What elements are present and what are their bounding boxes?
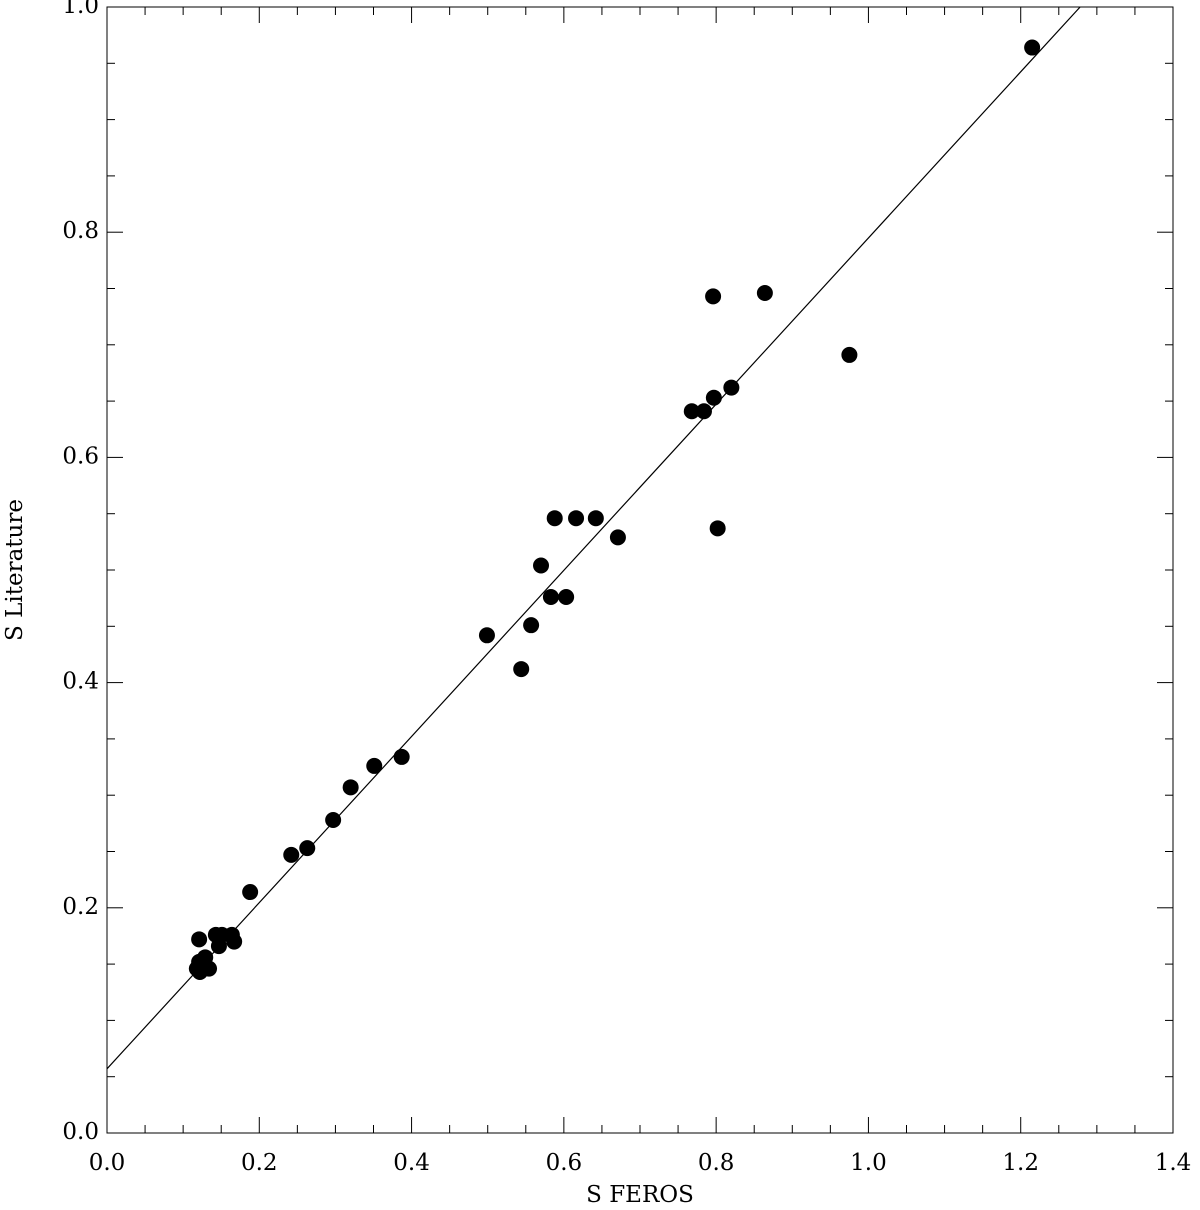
point xyxy=(1024,39,1041,56)
point xyxy=(709,520,726,537)
point xyxy=(568,510,585,527)
point xyxy=(523,617,540,634)
point xyxy=(542,589,559,606)
point xyxy=(226,933,243,950)
point xyxy=(533,557,550,574)
point xyxy=(705,389,722,406)
point xyxy=(325,811,342,828)
point xyxy=(546,510,563,527)
y-tick-label: 1.0 xyxy=(62,0,99,19)
y-tick-label: 0.4 xyxy=(62,669,99,695)
point xyxy=(558,589,575,606)
point xyxy=(705,288,722,305)
y-tick-label: 0.8 xyxy=(62,218,99,244)
point xyxy=(191,963,208,980)
x-tick-label: 1.0 xyxy=(850,1150,887,1176)
y-tick-label: 0.2 xyxy=(62,894,99,920)
x-tick-label: 0.4 xyxy=(393,1150,430,1176)
x-tick-label: 0.0 xyxy=(89,1150,126,1176)
x-axis-title: S FEROS xyxy=(586,1182,694,1208)
x-tick-label: 1.4 xyxy=(1155,1150,1192,1176)
x-tick-label: 0.8 xyxy=(698,1150,735,1176)
point xyxy=(513,661,530,678)
point xyxy=(841,346,858,363)
x-tick-label: 0.2 xyxy=(241,1150,278,1176)
point xyxy=(695,403,712,420)
point xyxy=(283,846,300,863)
point xyxy=(683,403,700,420)
point xyxy=(191,931,208,948)
point xyxy=(609,529,626,546)
x-tick-label: 1.2 xyxy=(1002,1150,1039,1176)
point xyxy=(342,779,359,796)
point xyxy=(478,627,495,644)
point xyxy=(756,285,773,302)
point xyxy=(587,510,604,527)
y-tick-label: 0.0 xyxy=(62,1119,99,1145)
point xyxy=(393,748,410,765)
point xyxy=(366,757,383,774)
point xyxy=(299,840,316,857)
point xyxy=(242,884,259,901)
plot-frame xyxy=(106,6,1174,1134)
x-tick-label: 0.6 xyxy=(546,1150,583,1176)
fit-line xyxy=(106,6,1081,1070)
y-tick-label: 0.6 xyxy=(62,443,99,469)
y-axis-title: S Literature xyxy=(2,499,28,641)
